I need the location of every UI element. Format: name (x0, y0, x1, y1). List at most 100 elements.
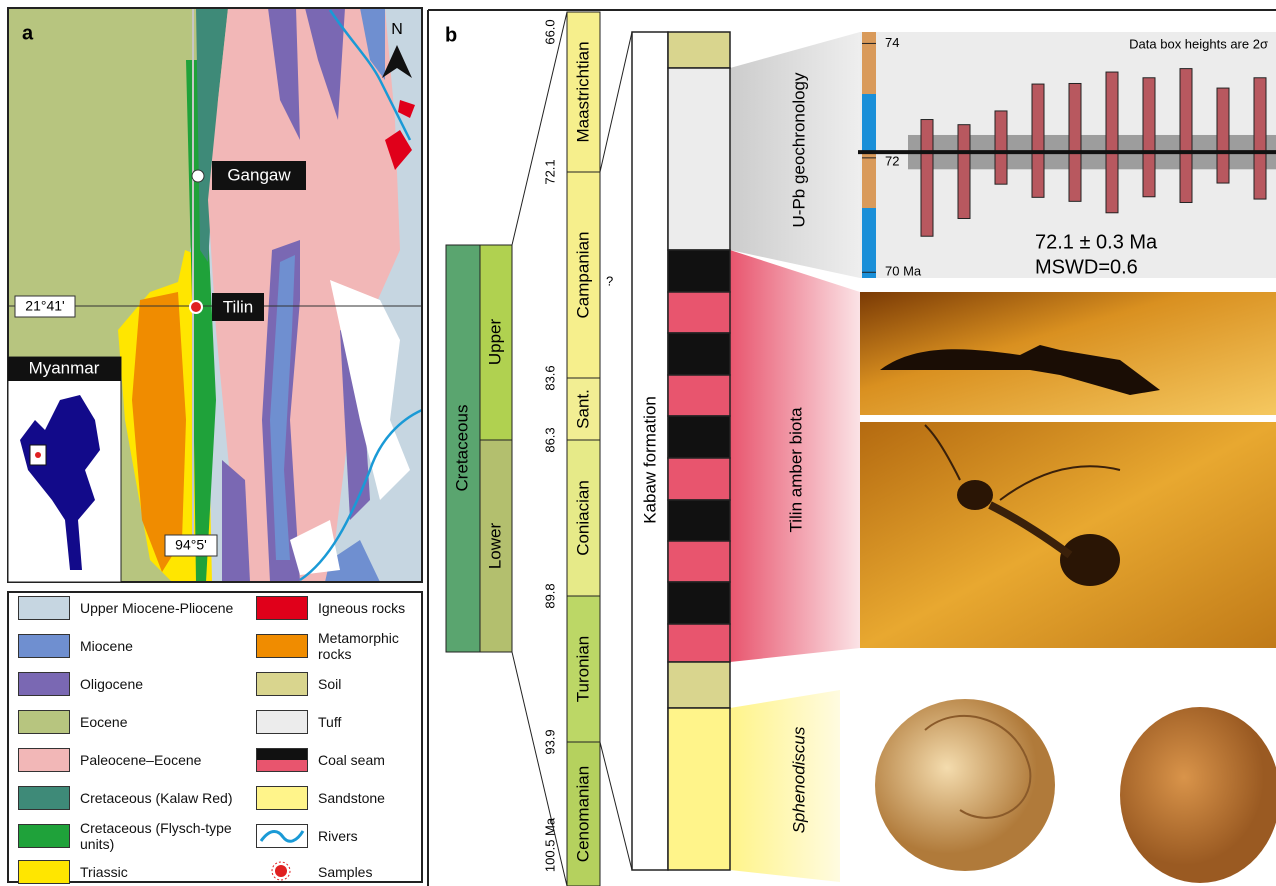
data-box (920, 119, 934, 237)
inset-title: Myanmar (29, 358, 100, 377)
legend-item: Miocene (18, 630, 248, 662)
legend-label: Oligocene (80, 676, 144, 692)
mswd-label: MSWD=0.6 (1035, 256, 1138, 278)
legend-swatch (256, 860, 308, 884)
legend-label: Tuff (318, 714, 342, 730)
legend-label: Upper Miocene-Pliocene (80, 600, 234, 616)
stage-box (566, 377, 601, 441)
uncertain-mark: ? (606, 273, 613, 288)
legend-swatch (18, 634, 70, 658)
y-tick-label: 70 Ma (885, 264, 922, 279)
chart-title: U-Pb geochronology (789, 72, 808, 227)
legend-item: Metamorphic rocks (256, 630, 416, 662)
stage-label: Cenomanian (573, 766, 592, 862)
data-box (1031, 83, 1045, 198)
legend-item: Igneous rocks (256, 592, 416, 624)
legend-item: Soil (256, 668, 416, 700)
ammonite-photo (875, 699, 1276, 883)
result-label: 72.1 ± 0.3 Ma (1035, 231, 1158, 253)
link-band (730, 690, 840, 882)
age-label: 86.3 (542, 427, 557, 452)
legend-item: Tuff (256, 706, 416, 738)
age-label: 89.8 (542, 583, 557, 608)
legend-label: Cretaceous (Flysch-type units) (80, 820, 232, 852)
sample-icon (271, 861, 291, 881)
legend-swatch (18, 824, 70, 848)
legend-swatch (256, 748, 308, 772)
formation-label: Kabaw formation (640, 396, 659, 524)
legend-item: Rivers (256, 820, 416, 852)
legend-label: Coal seam (318, 752, 385, 768)
period-column (445, 244, 481, 653)
legend-swatch (18, 748, 70, 772)
link-band (730, 250, 860, 662)
link-band (730, 32, 860, 278)
legend-label: Cretaceous (Kalaw Red) (80, 790, 233, 806)
stage-box (566, 11, 601, 173)
longitude-label: 94°5' (175, 537, 207, 553)
legend-swatch (256, 596, 308, 620)
legend-swatch (18, 860, 70, 884)
data-box (1253, 77, 1267, 200)
stage-box (566, 595, 601, 743)
legend-item: Paleocene–Eocene (18, 744, 248, 776)
age-label: 72.1 (542, 159, 557, 184)
fossil-label: Sphenodiscus (789, 726, 808, 833)
legend-box (7, 591, 423, 883)
stage-label: Coniacian (573, 480, 592, 556)
legend-item: Samples (256, 856, 416, 886)
place-label: Tilin (223, 297, 254, 316)
legend-label: Metamorphic rocks (318, 630, 399, 662)
legend-swatch (18, 672, 70, 696)
legend-label: Rivers (318, 828, 358, 844)
data-box (957, 124, 971, 220)
stage-label: Turonian (573, 636, 592, 702)
legend-label: Paleocene–Eocene (80, 752, 202, 768)
legend-swatch (18, 786, 70, 810)
epoch-column (479, 244, 513, 441)
legend-label: Igneous rocks (318, 600, 406, 616)
panel-label: a (22, 22, 34, 44)
lithology-column (667, 31, 731, 871)
chart-note: Data box heights are 2σ (1129, 36, 1268, 51)
legend-label: Samples (318, 864, 373, 880)
epoch-column (479, 439, 513, 653)
legend-item: Oligocene (18, 668, 248, 700)
stage-label: Campanian (573, 232, 592, 319)
legend-swatch (256, 672, 308, 696)
y-tick-label: 72 (885, 153, 899, 168)
age-label: 93.9 (542, 729, 557, 754)
legend-swatch (256, 824, 308, 848)
place-label: Gangaw (227, 165, 291, 184)
north-label: N (391, 21, 403, 38)
legend-item: Eocene (18, 706, 248, 738)
legend-item: Cretaceous (Kalaw Red) (18, 782, 248, 814)
age-label: 83.6 (542, 365, 557, 390)
data-box (1179, 68, 1193, 203)
legend-label: Sandstone (318, 790, 385, 806)
epoch-label: Upper (485, 319, 504, 366)
geologic-map: a N Gangaw Tilin 21°41' 94°5' Myanmar (7, 7, 423, 583)
legend-label: Eocene (80, 714, 128, 730)
legend-label: Soil (318, 676, 342, 692)
legend-item: Upper Miocene-Pliocene (18, 592, 248, 624)
period-label: Cretaceous (452, 405, 471, 492)
legend-label: Triassic (80, 864, 128, 880)
data-box (1068, 82, 1082, 202)
river-icon (259, 830, 305, 843)
stage-label: Sant. (573, 389, 592, 429)
data-box (1105, 71, 1119, 214)
age-scale-bar (862, 32, 876, 278)
data-box (1216, 87, 1230, 184)
y-tick-label: 74 (885, 35, 899, 50)
legend-label: Miocene (80, 638, 133, 654)
amber-photo (860, 292, 1276, 648)
stage-box (566, 741, 601, 886)
legend-item: Sandstone (256, 782, 416, 814)
legend-item: Triassic (18, 856, 248, 886)
data-box (994, 110, 1008, 185)
panel-label: b (445, 24, 457, 46)
stage-box (566, 439, 601, 597)
